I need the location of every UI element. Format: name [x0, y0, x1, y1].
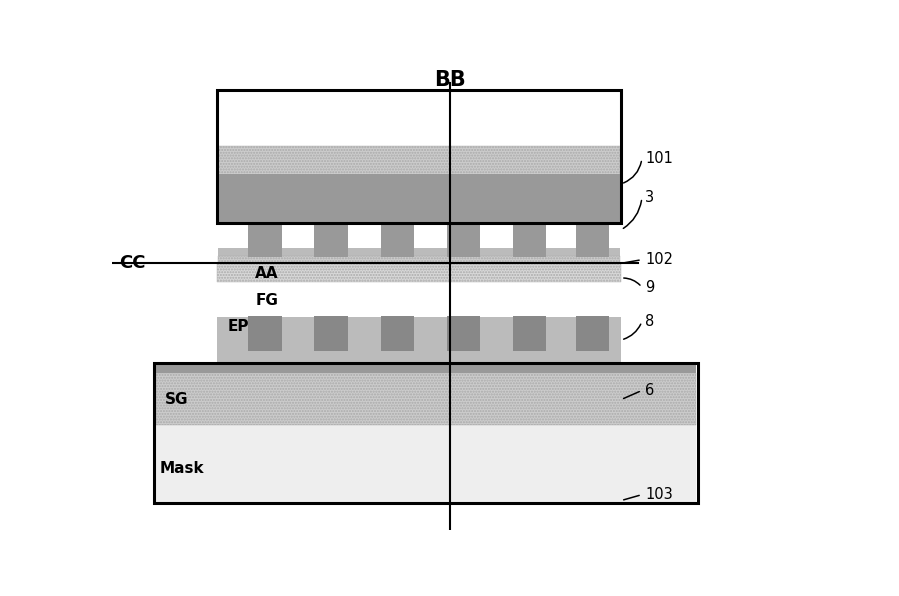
Bar [217, 317, 621, 363]
Bar [248, 221, 281, 257]
Bar [155, 363, 698, 503]
Bar [447, 316, 480, 352]
Bar [156, 372, 696, 425]
Text: 6: 6 [645, 383, 654, 398]
Text: BB: BB [434, 70, 467, 90]
Text: SG: SG [165, 392, 188, 407]
Bar [315, 221, 348, 257]
Bar [447, 221, 480, 257]
Text: 103: 103 [645, 487, 673, 502]
Text: FG: FG [255, 293, 278, 309]
Bar [218, 248, 619, 257]
Bar [380, 221, 414, 257]
Text: CC: CC [120, 254, 146, 272]
Text: 3: 3 [645, 190, 654, 205]
Text: 102: 102 [645, 252, 673, 267]
Text: EP: EP [227, 319, 249, 334]
Bar [156, 364, 696, 374]
Bar [575, 316, 610, 352]
Bar [217, 90, 621, 223]
Bar [315, 316, 348, 352]
Bar [218, 91, 619, 147]
Bar [218, 147, 619, 175]
Bar [156, 424, 696, 502]
Bar [217, 264, 621, 282]
Bar [575, 221, 610, 257]
Bar [380, 316, 414, 352]
Bar [248, 316, 281, 352]
Bar [218, 256, 619, 265]
Bar [218, 174, 619, 222]
Text: AA: AA [255, 266, 279, 281]
Bar [513, 221, 547, 257]
Bar [513, 316, 547, 352]
Text: Mask: Mask [160, 461, 204, 476]
Text: 101: 101 [645, 151, 673, 166]
Text: 9: 9 [645, 280, 654, 294]
Text: 8: 8 [645, 314, 654, 329]
